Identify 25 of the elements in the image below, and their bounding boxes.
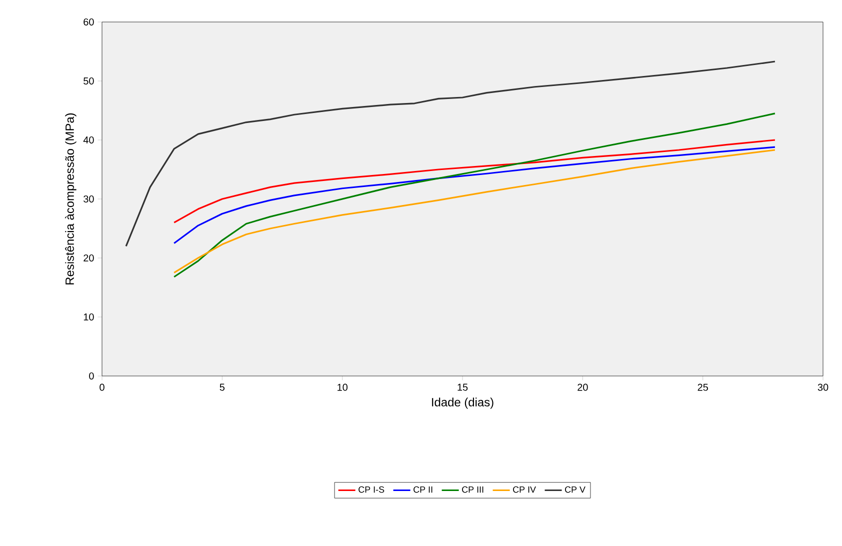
x-tick-label: 15 xyxy=(458,384,468,391)
y-tick-label: 40 xyxy=(83,136,94,144)
x-tick-label: 25 xyxy=(698,384,708,391)
legend-label: CP II xyxy=(414,486,432,493)
x-tick-label: 10 xyxy=(338,384,348,391)
x-tick-label: 0 xyxy=(100,384,104,391)
legend-label: CP IV xyxy=(513,486,536,493)
legend-label: CP V xyxy=(565,486,586,493)
y-tick-label: 60 xyxy=(84,18,94,26)
x-tick-label: 30 xyxy=(818,384,828,391)
x-axis-title: Idade (dias) xyxy=(432,398,494,409)
y-tick-label: 30 xyxy=(84,195,94,203)
x-tick-label: 20 xyxy=(578,384,588,391)
line-series xyxy=(173,149,776,274)
y-axis-title: Resistência àcompressão (MPa) xyxy=(65,113,76,284)
y-tick-label: 0 xyxy=(89,372,94,380)
y-tick-label: 10 xyxy=(84,313,94,321)
x-tick-label: 5 xyxy=(220,384,225,391)
legend-label: CP III xyxy=(462,486,484,493)
line-series xyxy=(173,139,776,224)
legend-label: CP I-S xyxy=(358,486,384,493)
line-series xyxy=(125,60,776,247)
line-series xyxy=(173,146,776,244)
y-tick-label: 50 xyxy=(84,77,94,85)
y-tick-label: 20 xyxy=(84,254,94,262)
